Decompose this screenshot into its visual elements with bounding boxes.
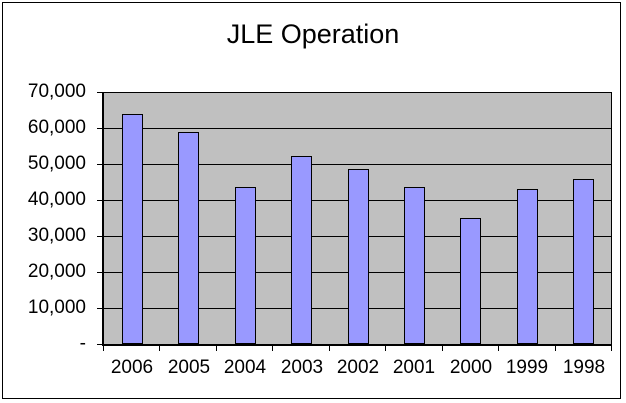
x-axis-tick: [216, 346, 217, 351]
y-axis-tick: [97, 128, 102, 129]
y-axis-tick-label: -: [79, 333, 86, 354]
x-axis-tick: [272, 346, 273, 351]
y-axis-tick-label: 10,000: [27, 297, 86, 318]
x-axis-tick-label: 2004: [223, 357, 267, 378]
x-axis-tick-label: 1998: [562, 357, 606, 378]
y-axis-tick: [97, 272, 102, 273]
bar-2000: [460, 218, 481, 344]
gridline: [104, 128, 612, 129]
plot-right-border: [611, 92, 612, 344]
x-axis-tick-label: 1999: [505, 357, 549, 378]
bar-2001: [404, 187, 425, 344]
bar-2003: [291, 156, 312, 344]
x-axis-tick-label: 2001: [392, 357, 436, 378]
x-axis-tick: [329, 346, 330, 351]
y-axis-tick: [97, 308, 102, 309]
x-axis-tick: [611, 346, 612, 351]
y-axis-tick-label: 30,000: [27, 225, 86, 246]
x-axis-tick: [103, 346, 104, 351]
y-axis-tick-label: 40,000: [27, 189, 86, 210]
x-axis-tick-label: 2000: [449, 357, 493, 378]
x-axis-tick: [498, 346, 499, 351]
bar-2002: [348, 169, 369, 344]
y-axis-tick: [97, 236, 102, 237]
x-axis-tick: [442, 346, 443, 351]
gridline: [104, 92, 612, 93]
y-axis-tick: [97, 164, 102, 165]
y-axis-line: [102, 92, 104, 346]
x-axis-tick-label: 2002: [336, 357, 380, 378]
gridline: [104, 164, 612, 165]
x-axis-tick-label: 2003: [280, 357, 324, 378]
y-axis-tick-label: 50,000: [27, 153, 86, 174]
x-axis-tick: [159, 346, 160, 351]
y-axis-tick-label: 70,000: [27, 81, 86, 102]
x-axis-tick: [385, 346, 386, 351]
y-axis-tick-label: 20,000: [27, 261, 86, 282]
y-axis-tick: [97, 344, 102, 345]
y-axis-tick: [97, 200, 102, 201]
chart-border-frame: [2, 2, 621, 399]
x-axis-tick-label: 2005: [167, 357, 211, 378]
bar-2006: [122, 114, 143, 344]
x-axis-tick: [555, 346, 556, 351]
chart-title: JLE Operation: [226, 19, 400, 49]
x-axis-line: [102, 344, 612, 346]
x-axis-tick-label: 2006: [110, 357, 154, 378]
bar-1998: [573, 179, 594, 344]
bar-2005: [178, 132, 199, 344]
bar-1999: [517, 189, 538, 344]
y-axis-tick-label: 60,000: [27, 117, 86, 138]
bar-2004: [235, 187, 256, 344]
y-axis-tick: [97, 92, 102, 93]
